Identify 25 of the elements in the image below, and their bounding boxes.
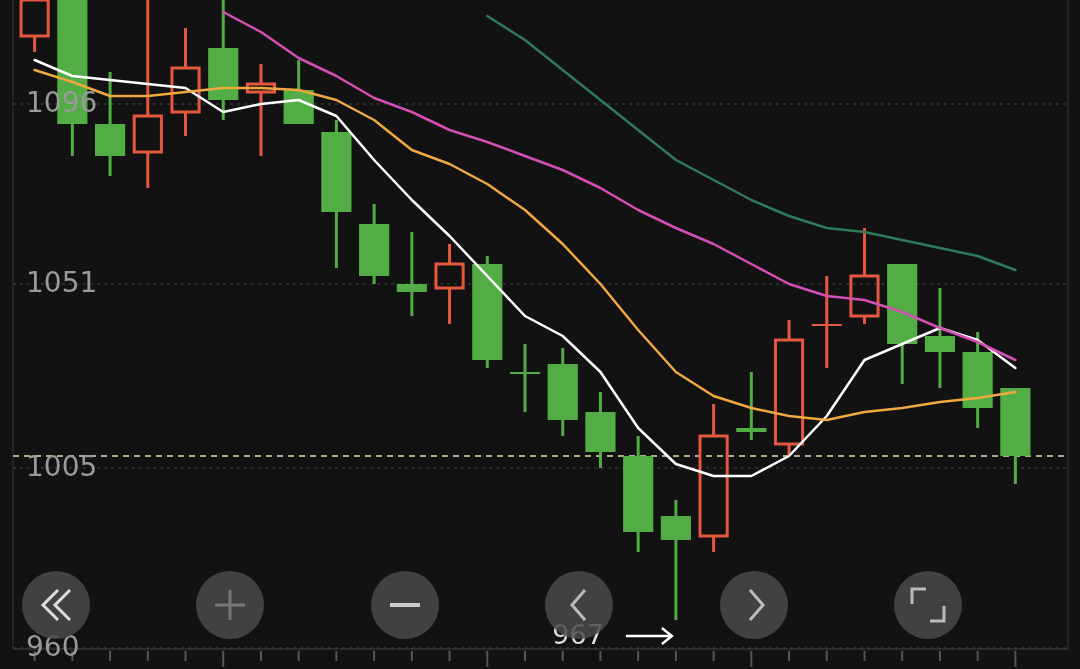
candlestick [472,256,503,368]
candlestick [660,500,691,620]
candlestick [132,0,163,188]
candlestick [359,204,390,284]
candlestick [547,348,578,436]
y-tick-label: 1005 [26,450,98,483]
candlestick [811,276,842,368]
line-series [486,14,1017,272]
candlestick [208,0,239,120]
line-series [221,10,1017,362]
candlestick [509,344,541,412]
candlestick [434,244,465,324]
candlestick [962,332,993,428]
y-tick-label: 960 [26,630,80,663]
candlestick [736,372,767,440]
y-tick-label: 1051 [26,266,98,299]
candlestick [321,120,352,268]
annotation: 967 [552,618,604,650]
candlestick [94,72,126,176]
candlestick [245,64,277,156]
candlestick [924,288,956,388]
candlestick [585,392,616,468]
candlestick [170,28,201,136]
candlestick [396,232,427,316]
candlestick [623,436,654,552]
